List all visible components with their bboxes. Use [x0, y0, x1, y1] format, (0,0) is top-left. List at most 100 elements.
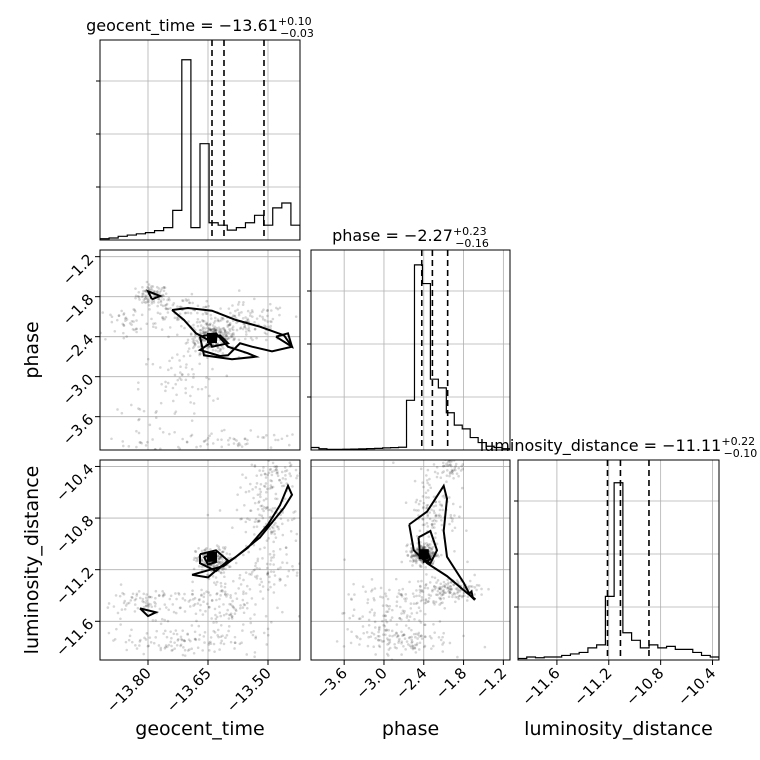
sample-point: [205, 438, 208, 442]
sample-point: [202, 560, 206, 564]
sample-point: [425, 474, 428, 477]
sample-point: [189, 639, 192, 643]
sample-point: [189, 598, 192, 602]
sample-point: [156, 304, 159, 308]
sample-point: [186, 632, 189, 636]
sample-point: [426, 544, 429, 547]
sample-point: [251, 310, 254, 314]
sample-point: [275, 525, 279, 528]
sample-point: [448, 496, 451, 499]
sample-point: [204, 327, 207, 330]
sample-point: [415, 548, 419, 551]
sample-point: [155, 629, 159, 633]
sample-point: [202, 339, 206, 343]
sample-point: [192, 323, 195, 327]
sample-point: [429, 546, 433, 550]
sample-point: [179, 643, 183, 647]
sample-point: [428, 511, 432, 514]
sample-point: [220, 639, 223, 643]
sample-point: [420, 560, 423, 564]
sample-point: [135, 445, 138, 449]
sample-point: [226, 323, 230, 327]
sample-point: [208, 323, 212, 327]
sample-point: [278, 579, 282, 582]
sample-point: [249, 621, 253, 625]
sample-point: [187, 373, 190, 376]
sample-point: [221, 326, 225, 330]
sample-point: [243, 325, 246, 329]
sample-point: [416, 601, 419, 605]
panel-frame: [99, 459, 301, 661]
sample-point: [219, 330, 223, 334]
sample-point: [367, 623, 371, 627]
sample-point: [219, 560, 222, 564]
grid: [100, 460, 300, 660]
sample-point: [431, 589, 434, 593]
sample-point: [369, 635, 373, 638]
sample-point: [220, 589, 224, 592]
sample-point: [457, 594, 461, 598]
sample-point: [226, 593, 229, 596]
histogram-geocent_time: [100, 59, 300, 240]
sample-point: [226, 325, 230, 328]
sample-point: [412, 508, 416, 512]
sample-point: [170, 649, 174, 652]
sample-point: [159, 648, 163, 652]
sample-point: [218, 555, 221, 559]
sample-point: [200, 593, 203, 597]
sample-point: [207, 643, 211, 646]
sample-point: [419, 590, 422, 594]
sample-point: [206, 356, 209, 360]
sample-point: [442, 631, 445, 635]
sample-point: [194, 349, 197, 353]
sample-point: [163, 304, 167, 307]
sample-point: [145, 322, 149, 326]
sample-point: [226, 330, 229, 334]
sample-point: [445, 462, 448, 465]
sample-point: [153, 447, 157, 450]
sample-point: [416, 548, 420, 552]
sample-point: [415, 547, 419, 550]
sample-point: [372, 645, 376, 649]
sample-point: [274, 521, 277, 525]
sample-point: [184, 342, 188, 345]
sample-point: [265, 562, 269, 566]
sample-point: [449, 587, 452, 591]
sample-point: [115, 318, 119, 322]
sample-point: [246, 318, 250, 322]
sample-point: [406, 543, 409, 547]
sample-point: [446, 464, 449, 467]
sample-point: [395, 635, 399, 639]
sample-point: [141, 597, 145, 601]
sample-point: [244, 592, 248, 595]
sample-point: [191, 598, 195, 601]
sample-point: [233, 337, 236, 340]
sample-point: [279, 517, 283, 521]
sample-point: [211, 324, 215, 327]
x-tick-label-luminosity_distance: −11.2: [570, 664, 615, 709]
sample-point: [393, 646, 397, 649]
sample-point: [246, 517, 249, 521]
sample-point: [421, 481, 424, 484]
sample-point: [232, 332, 235, 335]
sample-point: [222, 571, 226, 574]
sample-point: [356, 636, 359, 639]
sample-point: [278, 547, 282, 551]
sample-point: [154, 589, 158, 593]
sample-point: [217, 605, 221, 608]
sample-point: [414, 557, 418, 561]
sample-point: [145, 604, 148, 608]
sample-point: [427, 545, 431, 549]
sample-point: [434, 531, 437, 535]
sample-point: [170, 366, 173, 370]
sample-point: [268, 516, 272, 519]
sample-point: [424, 546, 427, 549]
sample-point: [391, 608, 394, 612]
sample-point: [388, 588, 391, 592]
density-peak: [207, 551, 217, 562]
sample-point: [386, 643, 389, 646]
sample-point: [147, 283, 151, 286]
sample-point: [385, 620, 389, 624]
sample-point: [167, 608, 170, 612]
sample-point: [459, 469, 463, 472]
